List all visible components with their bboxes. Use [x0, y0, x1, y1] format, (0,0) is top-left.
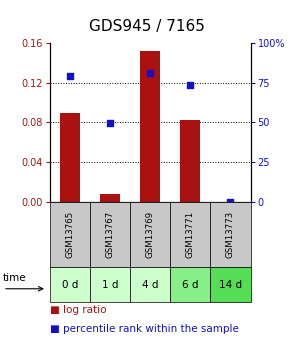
Bar: [100, 194, 120, 202]
Text: GSM13773: GSM13773: [226, 211, 235, 258]
Text: GSM13765: GSM13765: [65, 211, 74, 258]
Point: [67, 73, 72, 78]
Bar: [140, 51, 160, 202]
Text: 1 d: 1 d: [102, 280, 118, 289]
Bar: [60, 112, 80, 202]
Text: ■ percentile rank within the sample: ■ percentile rank within the sample: [50, 324, 239, 334]
Text: GSM13769: GSM13769: [146, 211, 155, 258]
Text: ■ log ratio: ■ log ratio: [50, 305, 106, 315]
Text: 6 d: 6 d: [182, 280, 199, 289]
Text: time: time: [3, 273, 27, 283]
Point: [108, 120, 113, 126]
Text: 0 d: 0 d: [62, 280, 78, 289]
Text: 4 d: 4 d: [142, 280, 159, 289]
Text: 14 d: 14 d: [219, 280, 242, 289]
Point: [188, 82, 193, 88]
Text: GDS945 / 7165: GDS945 / 7165: [88, 19, 205, 34]
Point: [148, 70, 152, 76]
Bar: [180, 120, 200, 202]
Text: GSM13771: GSM13771: [186, 211, 195, 258]
Text: GSM13767: GSM13767: [105, 211, 115, 258]
Point: [228, 199, 233, 205]
